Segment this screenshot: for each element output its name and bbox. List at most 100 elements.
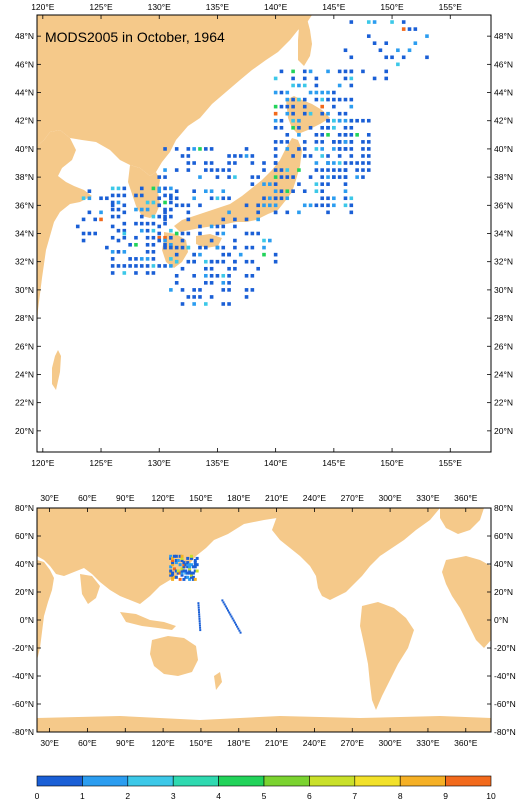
top-observation-cell [279, 125, 284, 130]
top-lon-label-top: 140°E [264, 2, 288, 12]
top-observation-cell [169, 200, 173, 205]
top-observation-cell [122, 250, 127, 254]
top-observation-cell [256, 266, 260, 271]
bottom-observation-cell [178, 571, 182, 575]
top-lat-label-left: 26°N [15, 341, 34, 351]
top-observation-cell [413, 27, 418, 31]
bottom-observation-cell [184, 569, 188, 573]
top-observation-cell [273, 111, 278, 116]
top-observation-cell [128, 257, 132, 261]
top-observation-cell [209, 273, 214, 278]
top-map: MODS2005 in October, 1964 120°E 120°E 125°… [15, 2, 513, 468]
top-observation-cell [174, 168, 179, 172]
top-observation-cell [215, 231, 220, 236]
top-observation-cell [320, 97, 325, 102]
top-observation-cell [361, 168, 365, 172]
bottom-observation-cell [182, 569, 186, 573]
top-observation-cell [320, 182, 325, 186]
top-observation-cell [349, 69, 354, 74]
top-observation-cell [361, 118, 365, 123]
top-lon-label-top: 150°E [380, 2, 404, 12]
colorbar-label: 1 [80, 791, 85, 801]
top-observation-cell [262, 182, 266, 186]
top-observation-cell [169, 186, 173, 191]
top-observation-cell [139, 228, 144, 233]
bottom-track-cell [231, 617, 234, 620]
top-observation-cell [302, 140, 307, 144]
top-observation-cell [366, 140, 371, 144]
top-observation-cell [262, 161, 266, 165]
top-observation-cell [349, 140, 354, 144]
bottom-lon-label-top: 270°E [341, 493, 365, 503]
bottom-lat-label-left: 40°N [15, 559, 34, 569]
top-observation-cell [110, 207, 115, 212]
top-observation-cell [128, 264, 132, 268]
bottom-observation-cell [171, 575, 175, 579]
bottom-track-cell [197, 606, 200, 609]
top-observation-cell [285, 175, 290, 179]
top-observation-cell [273, 76, 278, 81]
top-observation-cell [320, 133, 325, 137]
top-lat-label-right: 46°N [494, 59, 513, 69]
top-observation-cell [291, 189, 295, 194]
top-observation-cell [332, 90, 336, 95]
top-lat-label-right: 34°N [494, 229, 513, 239]
top-observation-cell [145, 200, 150, 205]
top-observation-cell [221, 252, 226, 257]
top-lat-label-right: 26°N [494, 341, 513, 351]
top-observation-cell [221, 231, 226, 236]
top-observation-cell [134, 235, 138, 240]
top-observation-cell [238, 252, 243, 257]
bottom-observation-cell [182, 565, 186, 569]
china-coast-land [37, 130, 92, 330]
top-observation-cell [186, 259, 191, 264]
top-observation-cell [227, 281, 231, 285]
top-observation-cell [349, 104, 354, 109]
bottom-track-cell [237, 627, 240, 630]
top-observation-cell [349, 83, 354, 88]
top-observation-cell [139, 264, 144, 268]
top-observation-cell [215, 175, 220, 179]
top-observation-cell [198, 295, 202, 299]
colorbar-segment [82, 775, 129, 787]
bottom-observation-cell [195, 556, 199, 560]
top-observation-cell [320, 154, 325, 158]
colorbar-segment [354, 775, 401, 787]
top-observation-cell [233, 154, 237, 158]
top-observation-cell [343, 182, 348, 186]
top-observation-cell [314, 97, 319, 102]
top-observation-cell [297, 125, 301, 130]
eurasia-land [37, 508, 300, 604]
sakhalin-land [298, 15, 312, 66]
top-observation-cell [291, 154, 295, 158]
top-observation-cell [326, 118, 330, 123]
top-observation-cell [209, 168, 214, 172]
top-observation-cell [285, 104, 290, 109]
top-observation-cell [285, 168, 290, 172]
colorbar: 0 1 2 3 4 5 6 7 8 9 10 [35, 775, 496, 801]
top-lat-label-left: 40°N [15, 144, 34, 154]
top-observation-cell [134, 242, 138, 247]
top-lat-label-left: 22°N [15, 398, 34, 408]
top-observation-cell [81, 217, 86, 222]
bottom-observation-cell [180, 573, 184, 577]
top-observation-cell [366, 34, 371, 38]
top-observation-cell [215, 273, 220, 278]
top-lat-label-right: 22°N [494, 398, 513, 408]
top-observation-cell [87, 210, 92, 215]
top-observation-cell [262, 245, 266, 250]
top-observation-cell [163, 168, 167, 172]
top-observation-cell [366, 20, 371, 24]
bottom-observation-cell [189, 571, 193, 575]
top-observation-cell [81, 231, 86, 236]
top-observation-cells [75, 20, 429, 306]
top-observation-cell [157, 235, 162, 240]
bottom-lat-label-right: -40°N [494, 671, 516, 681]
top-observation-cell [332, 118, 336, 123]
top-observation-cell [221, 168, 226, 172]
colorbar-label: 2 [125, 791, 130, 801]
top-observation-cell [285, 97, 290, 102]
bottom-observation-cell [174, 559, 178, 562]
top-observation-cell [343, 97, 348, 102]
top-observation-cell [297, 182, 301, 186]
